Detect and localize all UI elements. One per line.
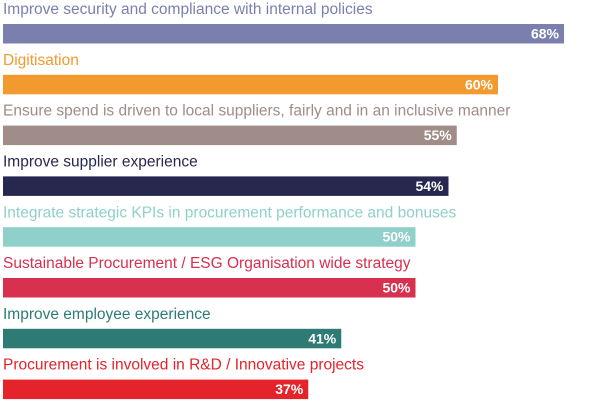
- value-label: 50%: [382, 229, 411, 245]
- bar: [3, 278, 416, 298]
- bar: [3, 74, 498, 95]
- bar: [3, 176, 449, 196]
- bar: [3, 379, 309, 400]
- category-label: Improve supplier experience: [3, 153, 198, 170]
- value-label: 37%: [275, 381, 304, 397]
- category-label: Improve employee experience: [3, 306, 211, 323]
- category-label: Procurement is involved in R&D / Innovat…: [3, 357, 364, 374]
- bar: [3, 24, 564, 44]
- category-label: Ensure spend is driven to local supplier…: [3, 103, 510, 120]
- value-label: 68%: [531, 25, 560, 41]
- bar: [3, 227, 416, 247]
- value-label: 55%: [424, 127, 453, 143]
- value-label: 50%: [382, 279, 411, 295]
- category-label: Digitisation: [3, 52, 79, 69]
- category-label: Improve security and compliance with int…: [3, 1, 373, 18]
- bar: [3, 328, 342, 349]
- value-label: 54%: [415, 178, 444, 194]
- category-label: Sustainable Procurement / ESG Organisati…: [3, 255, 411, 272]
- category-label: Integrate strategic KPIs in procurement …: [3, 204, 456, 221]
- value-label: 60%: [465, 76, 494, 92]
- bar: [3, 125, 457, 146]
- value-label: 41%: [308, 330, 337, 346]
